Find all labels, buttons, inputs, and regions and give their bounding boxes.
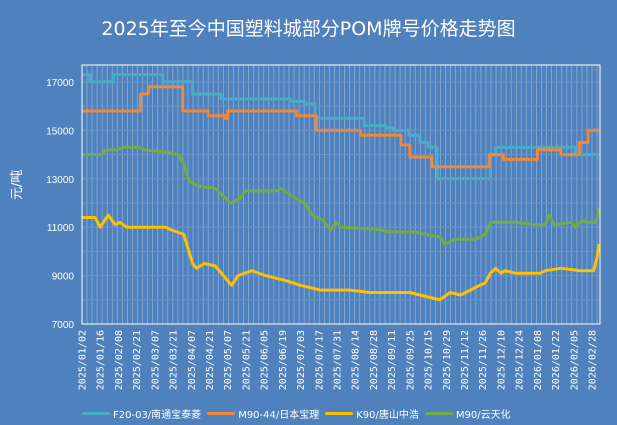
x-tick-label: 2025/05/07 — [223, 330, 234, 390]
plot-frame — [81, 64, 601, 325]
y-tick-label: 9000 — [52, 272, 75, 283]
x-tick-label: 2025/09/11 — [387, 330, 398, 390]
x-tick-label: 2025/12/10 — [496, 330, 507, 390]
legend-label: M90/云天化 — [455, 410, 511, 421]
x-tick-label: 2025/12/24 — [515, 330, 526, 390]
legend-item: K90/唐山中浩 — [325, 406, 419, 421]
series-line-3 — [82, 145, 601, 246]
x-tick-label: 2025/04/07 — [187, 330, 198, 390]
x-tick-label: 2025/06/05 — [260, 330, 271, 390]
x-tick-label: 2026/01/08 — [533, 330, 544, 390]
series-line-0 — [82, 73, 600, 181]
x-tick-label: 2025/07/03 — [296, 330, 307, 390]
x-tick-label: 2025/09/25 — [405, 330, 416, 390]
y-tick-label: 17000 — [46, 78, 74, 89]
x-tick-label: 2025/01/02 — [78, 330, 89, 390]
x-tick-label: 2025/10/15 — [424, 330, 435, 390]
x-tick-label: 2026/02/05 — [569, 330, 580, 390]
y-tick-label: 7000 — [52, 320, 75, 331]
legend-item: M90-44/日本宝理 — [207, 406, 319, 421]
x-tick-label: 2025/07/17 — [314, 330, 325, 390]
legend-swatch — [325, 412, 354, 415]
x-tick-label: 2025/11/26 — [478, 330, 489, 390]
legend-label: M90-44/日本宝理 — [238, 410, 320, 421]
legend-swatch — [207, 412, 236, 415]
x-tick-label: 2025/07/31 — [333, 330, 344, 390]
legend-label: F20-03/南通宝泰菱 — [113, 410, 202, 421]
x-tick-label: 2025/08/28 — [369, 330, 380, 390]
y-tick-label: 13000 — [46, 175, 74, 186]
x-tick-label: 2025/08/14 — [351, 330, 362, 390]
x-tick-label: 2025/06/19 — [278, 330, 289, 390]
x-tick-label: 2025/03/21 — [169, 330, 180, 390]
series-line-2 — [82, 213, 601, 302]
x-tick-label: 2025/11/12 — [460, 330, 471, 390]
y-tick-label: 15000 — [46, 126, 74, 137]
legend-label: K90/唐山中浩 — [356, 410, 419, 421]
x-tick-label: 2025/02/21 — [132, 330, 143, 390]
series-line-1 — [82, 85, 600, 169]
x-tick-label: 2026/02/28 — [588, 330, 599, 390]
chart-title: 2025年至今中国塑料城部分POM牌号价格走势图 — [101, 18, 516, 40]
x-tick-label: 2025/01/16 — [96, 330, 107, 390]
x-tick-label: 2026/01/22 — [551, 330, 562, 390]
x-tick-label: 2025/04/21 — [205, 330, 216, 390]
legend-swatch — [424, 412, 453, 415]
legend: F20-03/南通宝泰菱 M90-44/日本宝理 K90/唐山中浩 M90/云天化 — [82, 406, 511, 421]
x-tick-label: 2025/03/07 — [150, 330, 161, 390]
x-tick-label: 2025/05/21 — [241, 330, 252, 390]
x-tick-label: 2025/02/08 — [114, 330, 125, 390]
legend-swatch — [82, 412, 110, 415]
x-tick-label: 2025/10/29 — [442, 330, 453, 390]
legend-item: M90/云天化 — [424, 406, 511, 421]
legend-item: F20-03/南通宝泰菱 — [82, 406, 201, 421]
y-tick-label: 11000 — [47, 223, 75, 234]
